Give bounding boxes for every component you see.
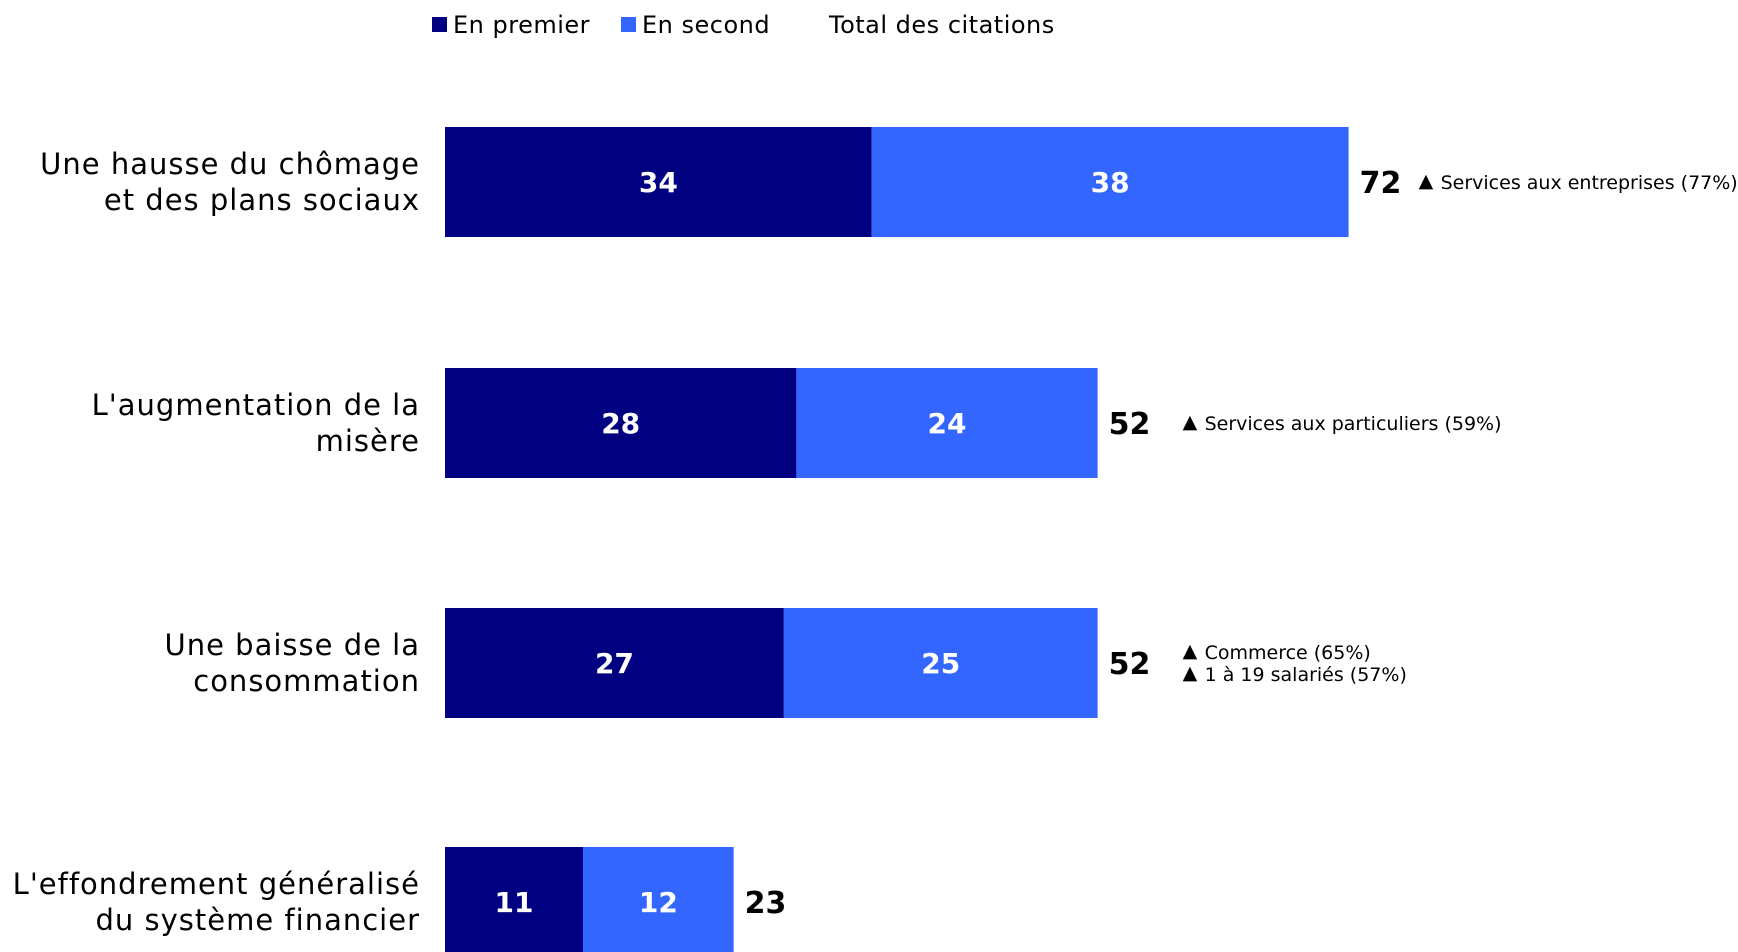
bar-2-series-2 [796,368,1098,478]
annotation-text-1-1: Services aux entreprises (77%) [1441,172,1738,194]
total-label-2: 52 [1109,407,1151,442]
bar-value-label-1-series-2: 38 [1091,166,1130,199]
total-label-4: 23 [745,886,787,921]
legend-label-1: En premier [453,11,590,39]
category-label-1-line-2: et des plans sociaux [104,183,420,217]
legend: En premier En second Total des citations [432,11,1055,39]
annotation-marker-icon-2-1: ▲ [1183,411,1198,433]
total-label-3: 52 [1109,647,1151,682]
bar-2-series-1 [445,368,797,478]
annotation-text-3-1: Commerce (65%) [1205,642,1371,664]
bar-value-label-2-series-1: 28 [601,407,640,440]
legend-swatch-2 [621,17,636,32]
category-label-2-line-2: misère [316,424,420,458]
total-labels: 72 52 52 23 [745,166,1402,921]
bars: 34 38 28 24 27 25 11 12 [445,127,1349,952]
bar-4-series-2 [583,847,734,952]
category-label-1-line-1: Une hausse du chômage [40,147,420,181]
total-label-1: 72 [1360,166,1402,201]
bar-3-series-1 [445,608,784,718]
category-label-2-line-1: L'augmentation de la [92,388,420,422]
legend-label-2: En second [642,11,770,39]
bar-value-label-4-series-2: 12 [639,886,678,919]
bar-value-label-1-series-1: 34 [639,166,678,199]
category-label-4-line-1: L'effondrement généralisé [13,867,420,901]
legend-swatch-1 [432,17,447,32]
category-label-4-line-2: du système financier [96,903,420,937]
bar-3-series-2 [783,608,1098,718]
bar-1-series-1 [445,127,872,237]
category-label-3-line-2: consommation [193,664,420,698]
annotation-marker-icon-3-2: ▲ [1183,662,1198,684]
bar-value-label-2-series-2: 24 [928,407,967,440]
bar-value-label-3-series-2: 25 [921,647,960,680]
annotation-marker-icon-1-1: ▲ [1419,170,1434,192]
bar-1-series-2 [871,127,1349,237]
category-label-3-line-1: Une baisse de la [165,628,420,662]
annotations: ▲ Services aux entreprises (77%) ▲ Services… [1183,170,1738,686]
legend-label-3: Total des citations [828,11,1055,39]
annotation-marker-icon-3-1: ▲ [1183,640,1198,662]
bar-value-label-3-series-1: 27 [595,647,634,680]
bar-4-series-1 [445,847,584,952]
annotation-text-3-2: 1 à 19 salariés (57%) [1205,664,1407,686]
bar-value-label-4-series-1: 11 [495,886,534,919]
annotation-text-2-1: Services aux particuliers (59%) [1205,413,1502,435]
